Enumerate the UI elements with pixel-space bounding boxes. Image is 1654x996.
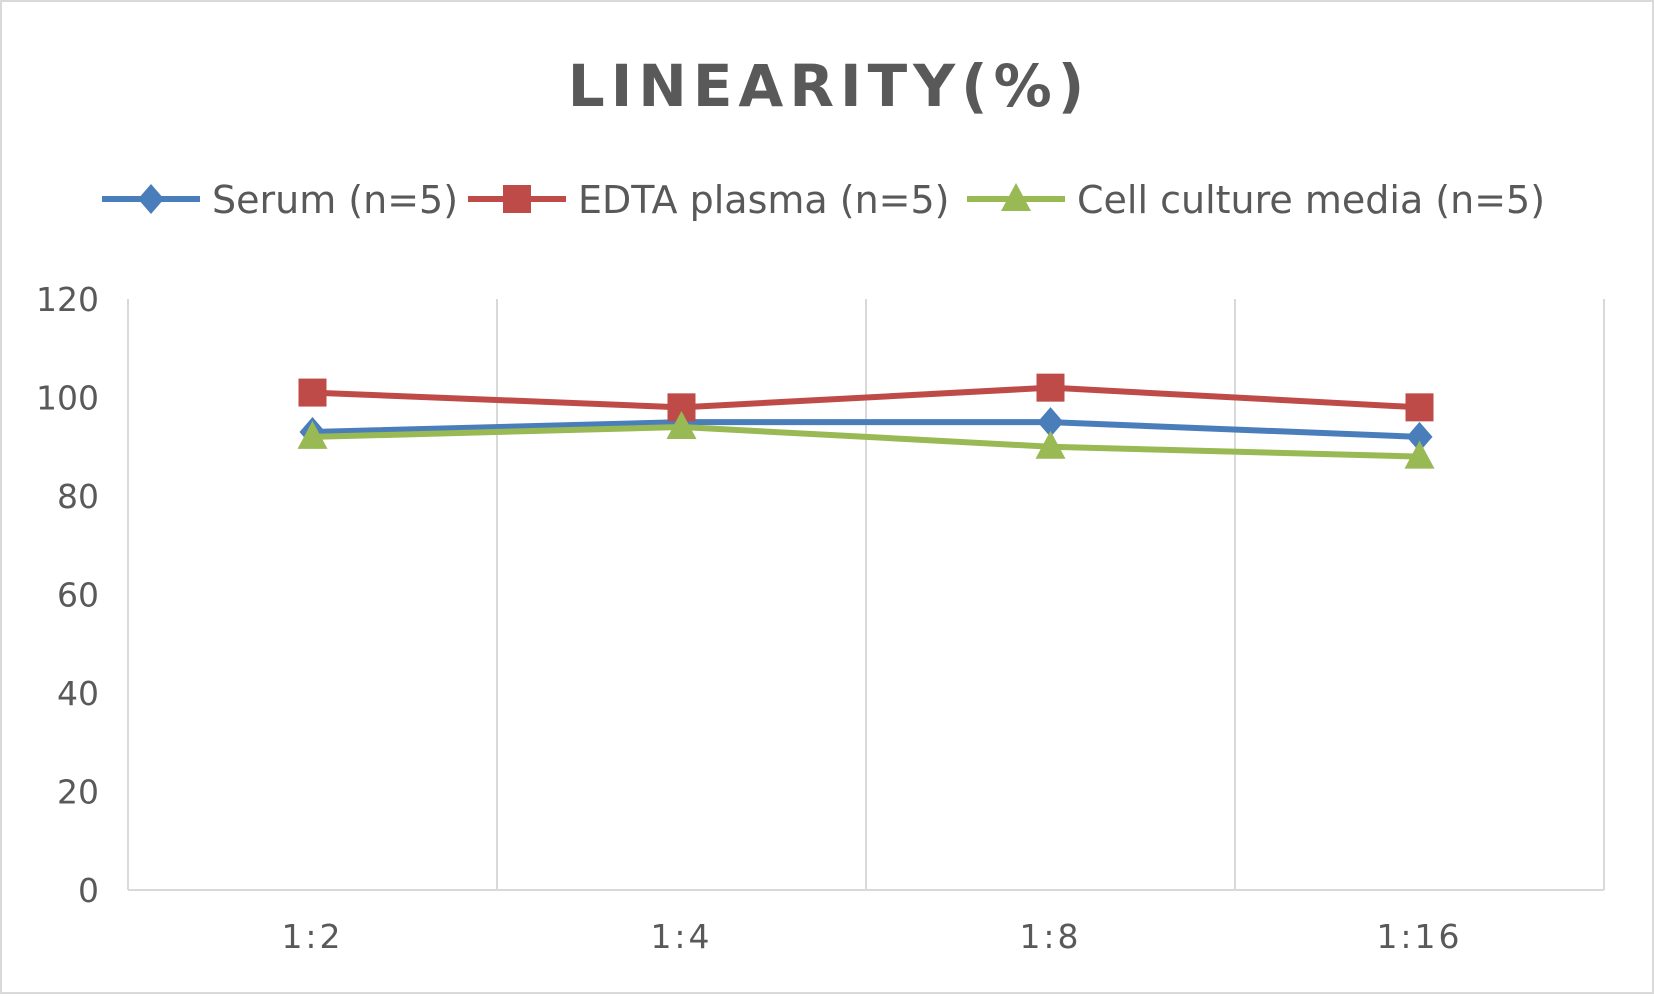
- legend-marker-diamond: [138, 184, 164, 214]
- legend-label: Serum (n=5): [212, 178, 458, 222]
- legend-marker-square: [503, 185, 531, 213]
- y-tick-label: 100: [36, 379, 99, 418]
- x-tick-label: 1:4: [650, 917, 712, 956]
- series-line-2: [312, 424, 1420, 460]
- data-point-diamond: [1406, 421, 1433, 452]
- legend-label: EDTA plasma (n=5): [578, 178, 950, 222]
- y-tick-label: 120: [36, 280, 99, 319]
- y-tick-label: 40: [57, 674, 99, 713]
- data-point-square: [1036, 373, 1065, 402]
- y-tick-label: 60: [57, 576, 99, 615]
- legend-marker-triangle: [1001, 183, 1031, 211]
- series-line-0: [312, 419, 1420, 440]
- y-tick-label: 20: [57, 773, 99, 812]
- series-line-1: [312, 384, 1420, 411]
- data-point-square: [1405, 393, 1434, 422]
- x-tick-label: 1:16: [1376, 917, 1462, 956]
- legend-label: Cell culture media (n=5): [1077, 178, 1545, 222]
- x-tick-label: 1:8: [1019, 917, 1081, 956]
- data-point-triangle: [297, 420, 328, 449]
- data-point-diamond: [1037, 407, 1064, 438]
- data-point-triangle: [1404, 440, 1435, 469]
- x-tick-label: 1:2: [281, 917, 343, 956]
- y-tick-label: 80: [57, 477, 99, 516]
- chart-title: LINEARITY(%): [568, 52, 1091, 120]
- data-point-triangle: [666, 411, 697, 440]
- data-point-square: [298, 378, 327, 407]
- y-tick-label: 0: [78, 871, 99, 910]
- data-point-triangle: [1035, 430, 1066, 459]
